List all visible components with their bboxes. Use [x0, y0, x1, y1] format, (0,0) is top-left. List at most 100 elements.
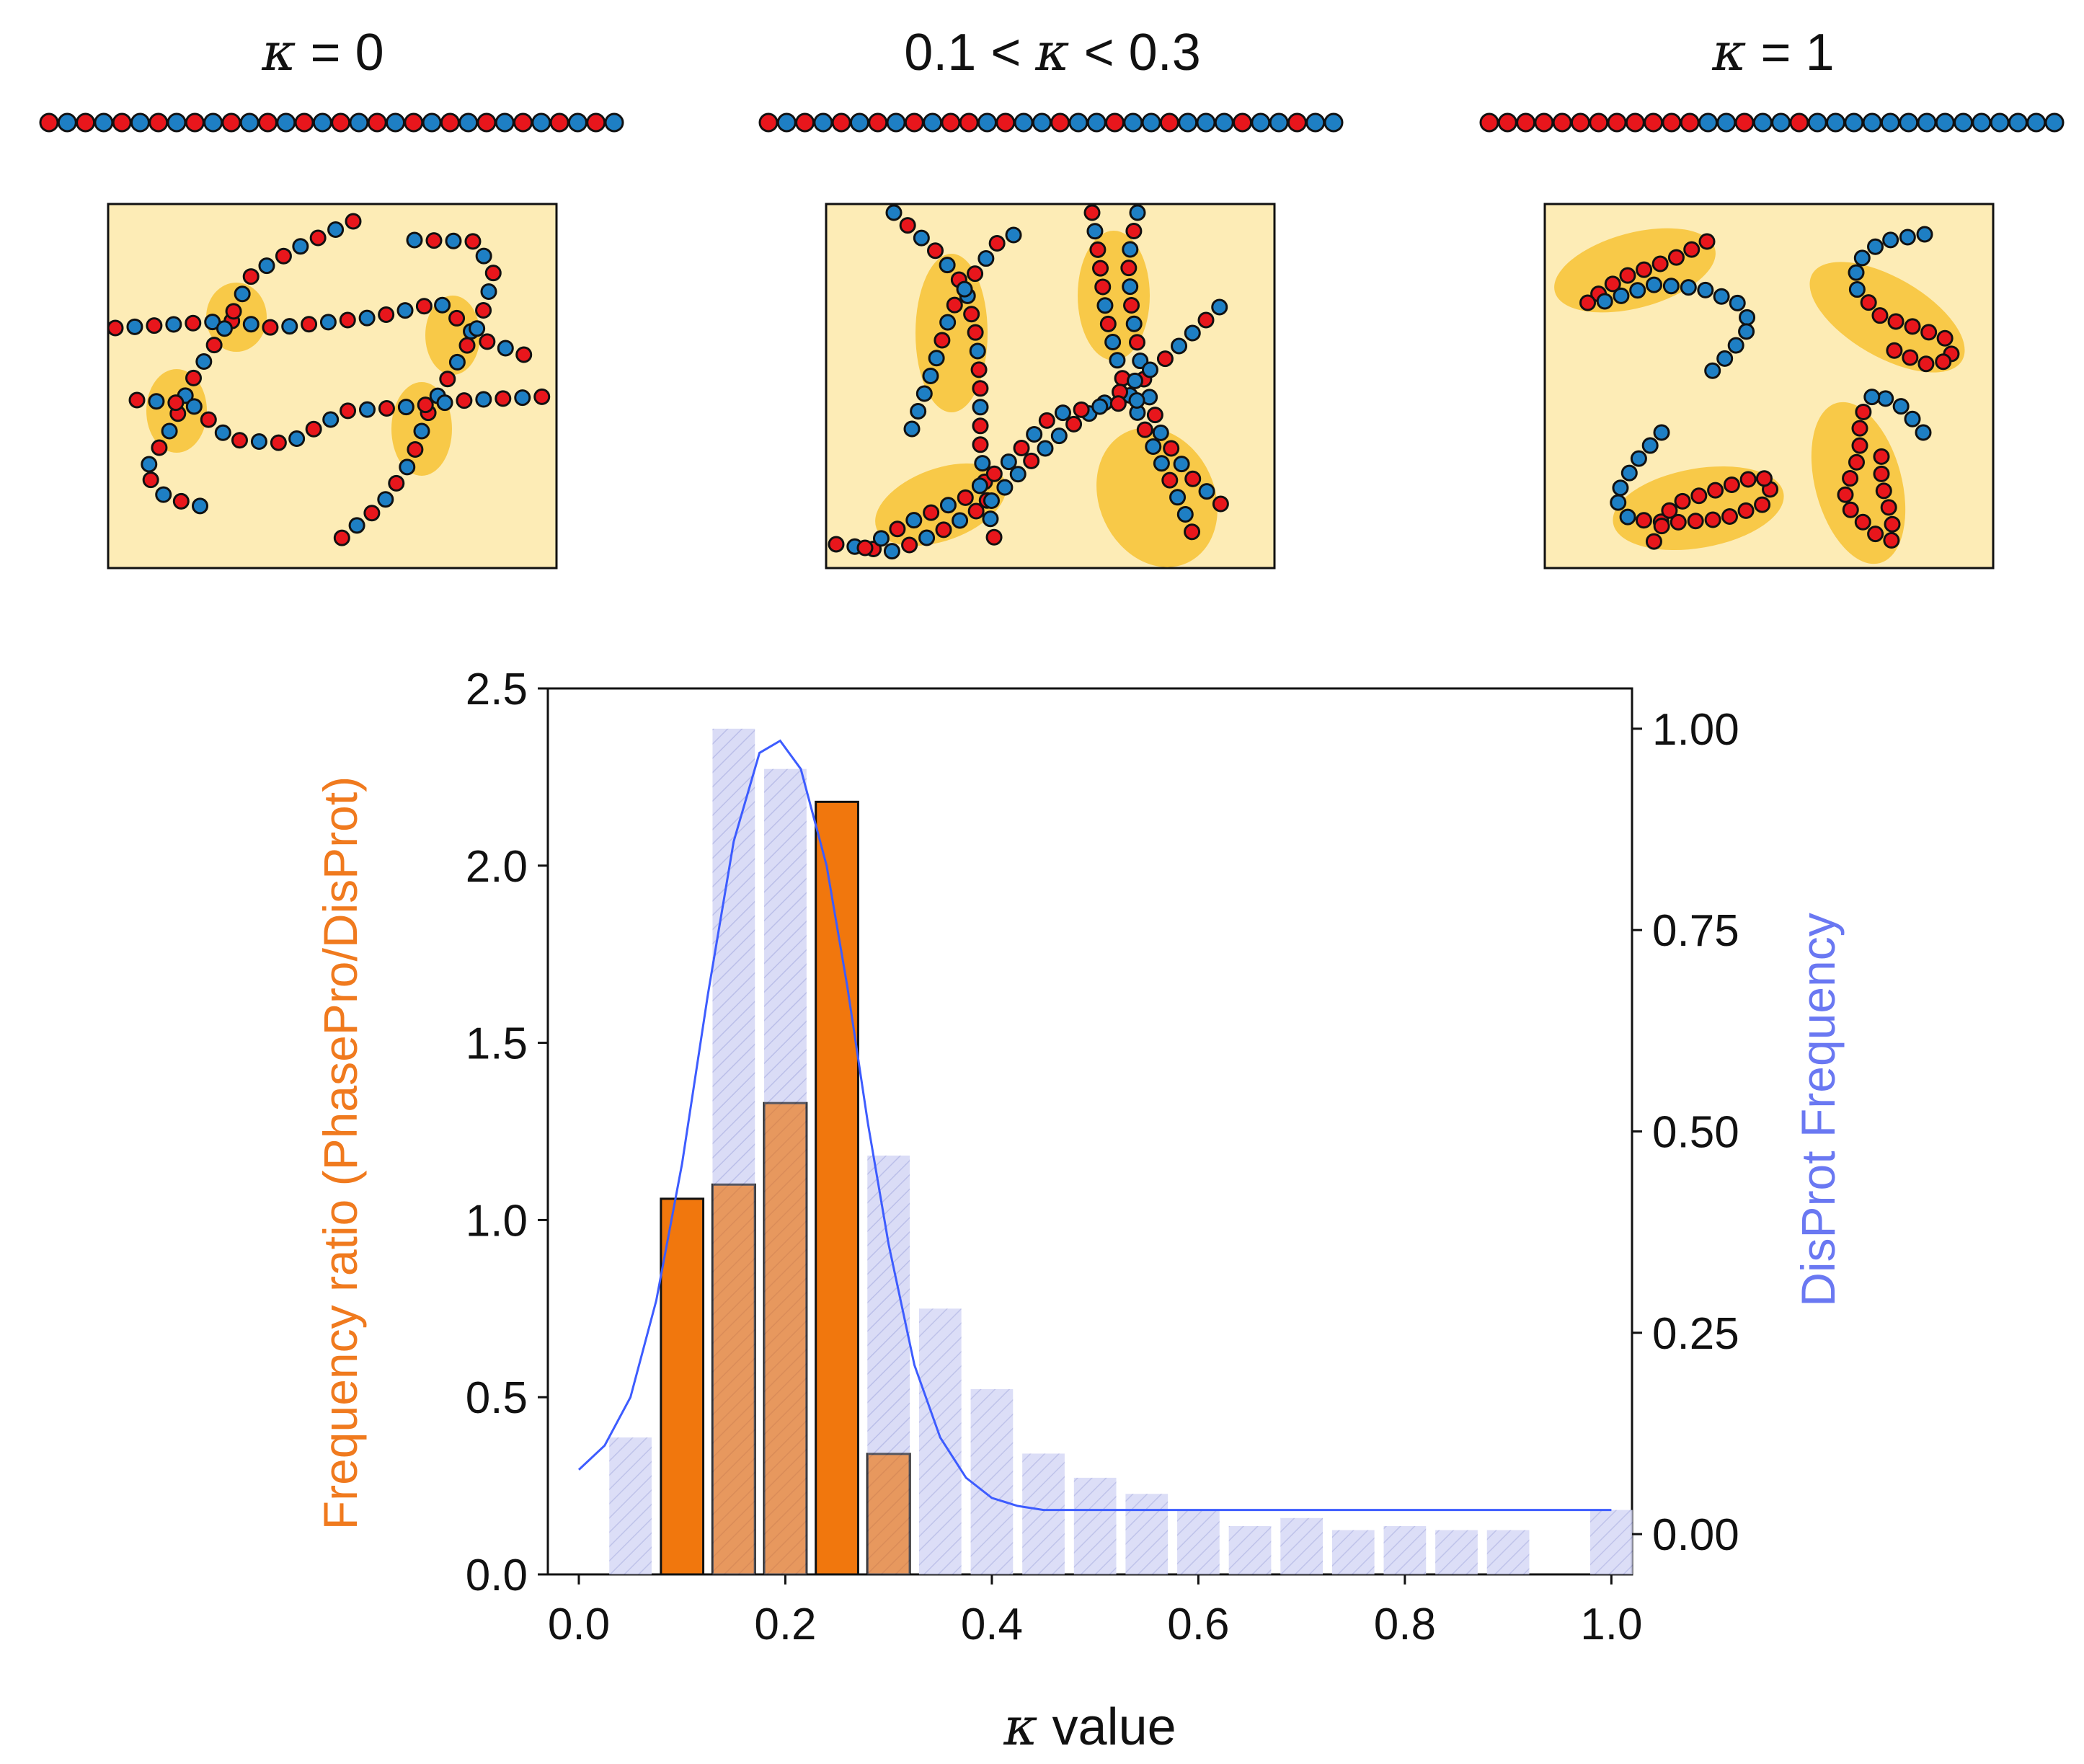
blue-bead	[1009, 466, 1027, 483]
red-bead	[225, 303, 242, 320]
blue-bead	[322, 411, 340, 428]
blue-bead	[1892, 398, 1910, 415]
red-bead	[856, 539, 874, 557]
blue-bead	[1176, 505, 1194, 523]
red-bead	[407, 440, 424, 458]
blue-bead	[1091, 398, 1109, 415]
disprot-bar-overlay	[867, 1156, 910, 1574]
blue-bead	[928, 350, 945, 367]
red-bead	[1233, 112, 1253, 133]
blue-bead	[922, 367, 939, 384]
y-left-tick-label: 2.0	[466, 842, 528, 892]
blue-bead	[1877, 390, 1894, 407]
red-bead	[959, 112, 979, 133]
linear-sequence	[1479, 112, 2065, 133]
red-bead	[294, 112, 314, 133]
blue-bead	[1125, 315, 1143, 332]
red-bead	[146, 317, 163, 334]
blue-bead	[1323, 112, 1344, 133]
red-bead	[904, 112, 924, 133]
panel-title: 0.1 < κ < 0.3	[904, 22, 1201, 82]
blue-bead	[1173, 456, 1190, 473]
blue-bead	[972, 399, 989, 416]
conformation-chains	[1554, 226, 1965, 564]
red-bead	[1636, 261, 1653, 278]
disprot-fit-line	[577, 739, 1612, 1512]
red-bead	[1099, 315, 1117, 332]
panel-kappa-0: κ = 0	[39, 22, 624, 569]
blue-bead	[1729, 294, 1746, 311]
red-bead	[1875, 482, 1892, 500]
blue-bead	[1032, 112, 1052, 133]
plot-area	[546, 687, 1633, 1576]
red-bead	[967, 324, 984, 341]
red-bead	[926, 242, 944, 260]
red-bead	[1653, 518, 1670, 535]
blue-bead	[1178, 112, 1198, 133]
cluster-blob	[425, 296, 480, 375]
red-bead	[1904, 318, 1921, 335]
blue-bead	[1141, 112, 1161, 133]
red-bead	[967, 265, 984, 283]
blue-bead	[974, 455, 991, 472]
red-bead	[1604, 275, 1621, 293]
blue-bead	[475, 247, 492, 265]
red-bead	[1163, 440, 1180, 457]
red-bead	[242, 268, 260, 285]
red-bead	[901, 536, 918, 554]
red-bead	[1050, 112, 1070, 133]
blue-bead	[148, 393, 165, 410]
blue-bead	[1739, 309, 1756, 326]
red-bead	[889, 520, 906, 538]
y-right-tick-label: 0.75	[1652, 906, 1739, 956]
blue-bead	[1128, 391, 1145, 409]
blue-bead	[396, 302, 414, 319]
red-bead	[301, 316, 318, 333]
blue-bead	[983, 492, 1000, 510]
blue-bead	[956, 280, 973, 298]
red-bead	[1755, 470, 1773, 487]
red-bead	[1136, 421, 1153, 438]
disprot-bar-overlay	[764, 768, 807, 1574]
blue-bead	[185, 398, 203, 415]
red-bead	[1287, 112, 1307, 133]
red-bead	[985, 465, 1003, 482]
blue-bead	[1738, 323, 1755, 340]
blue-bead	[1054, 404, 1071, 422]
red-bead	[1013, 440, 1030, 457]
red-bead	[1698, 233, 1716, 250]
blue-bead	[1915, 424, 1932, 441]
panel-kappa-1: κ = 1	[1479, 22, 2065, 569]
red-bead	[404, 112, 424, 133]
blue-bead	[1129, 204, 1146, 221]
red-bead	[899, 217, 916, 234]
red-bead	[1038, 412, 1055, 429]
red-bead	[795, 112, 815, 133]
blue-bead	[849, 112, 869, 133]
blue-bead	[1171, 337, 1188, 355]
red-bead	[495, 390, 512, 407]
red-bead	[1534, 112, 1554, 133]
blue-bead	[1613, 287, 1630, 304]
red-bead	[333, 529, 350, 546]
blue-bead	[1196, 112, 1216, 133]
red-bead	[388, 474, 405, 492]
red-bead	[1721, 508, 1738, 526]
conformation-chains	[107, 213, 551, 546]
red-bead	[828, 536, 845, 553]
red-bead	[1936, 329, 1954, 347]
red-bead	[935, 521, 952, 538]
blue-bead	[886, 112, 906, 133]
blue-bead	[1844, 112, 1864, 133]
blue-bead	[242, 316, 260, 333]
red-bead	[476, 112, 497, 133]
panel-title: κ = 0	[261, 22, 383, 82]
blue-bead	[883, 543, 900, 560]
blue-bead	[281, 318, 298, 335]
blue-bead	[905, 512, 923, 529]
blue-bead	[1068, 112, 1088, 133]
blue-bead	[1037, 440, 1054, 457]
blue-bead	[469, 320, 486, 337]
red-bead	[167, 394, 185, 412]
red-bead	[1089, 241, 1107, 258]
